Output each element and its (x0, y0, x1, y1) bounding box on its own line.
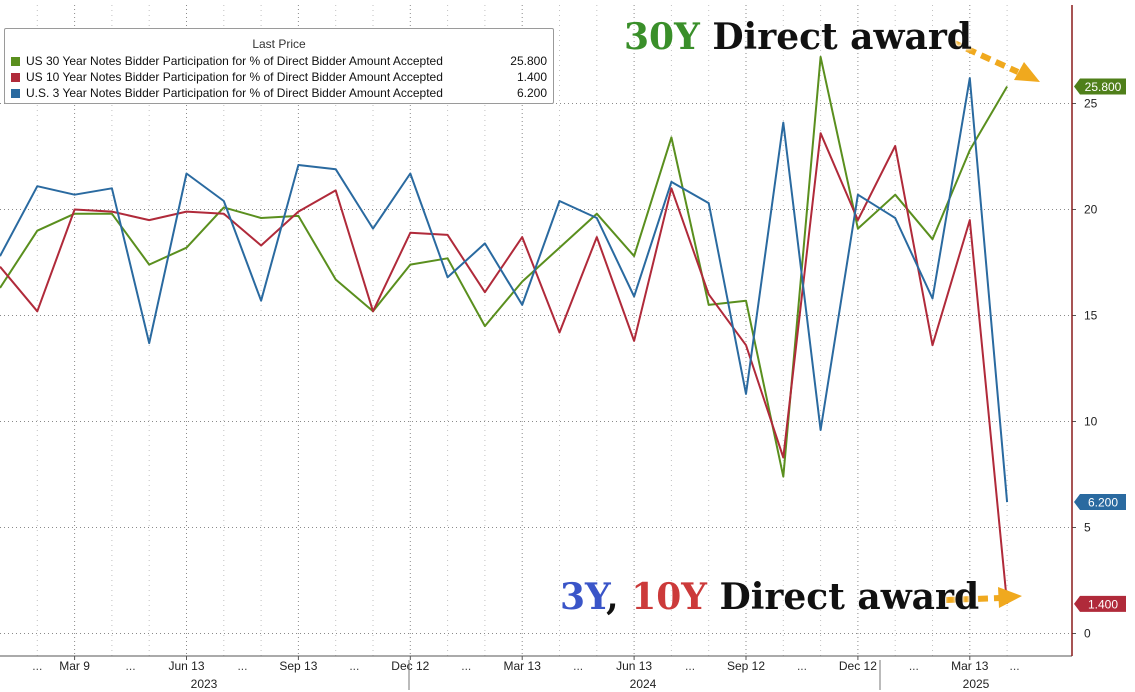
series-line-3y (0, 77, 1009, 503)
series-line-10y (0, 132, 1009, 604)
x-tick-label: Jun 13 (616, 659, 652, 673)
annotation-comma: , (606, 576, 632, 618)
x-tick-ellipsis: ... (349, 659, 359, 673)
y-tick-label: 25 (1084, 97, 1098, 111)
badge-value: 6.200 (1088, 496, 1118, 510)
legend-label-3y: U.S. 3 Year Notes Bidder Participation f… (26, 86, 443, 100)
annotation-3y-10y-direct-award: 3Y, 10Y Direct award (560, 576, 979, 618)
x-tick-label: Sep 12 (727, 659, 765, 673)
annotation-arrows (945, 39, 1040, 608)
badge-shape (1074, 595, 1126, 612)
x-tick-ellipsis: ... (126, 659, 136, 673)
x-tick-ellipsis: ... (573, 659, 583, 673)
badge-shape (1074, 494, 1126, 511)
annotation-10y-label: 10Y (631, 576, 707, 618)
x-tick-label: Sep 13 (279, 659, 317, 673)
gridlines (0, 5, 1072, 656)
x-tick-label: Mar 13 (951, 659, 989, 673)
legend-value-3y: 6.200 (516, 86, 547, 100)
x-tick-ellipsis: ... (797, 659, 807, 673)
x-tick-ellipsis: ... (1010, 659, 1020, 673)
year-label: 2023 (191, 677, 218, 691)
arrow-30y-shaft (950, 39, 1020, 75)
y-tick-label: 0 (1084, 627, 1091, 641)
legend-swatch-10y (11, 72, 20, 82)
annotation-30y-label: 30Y (624, 16, 700, 58)
legend-label-30y: US 30 Year Notes Bidder Participation fo… (26, 54, 443, 68)
y-tick-label: 20 (1084, 203, 1098, 217)
legend-value-30y: 25.800 (510, 54, 547, 68)
x-tick-ellipsis: ... (685, 659, 695, 673)
legend: Last Price US 30 Year Notes Bidder Parti… (4, 28, 554, 104)
legend-item-30y: US 30 Year Notes Bidder Participation fo… (11, 53, 547, 69)
legend-swatch-3y (11, 88, 20, 98)
annotation-bottom-text: Direct award (706, 576, 980, 618)
y-tick-label: 5 (1084, 521, 1091, 535)
legend-item-3y: U.S. 3 Year Notes Bidder Participation f… (11, 85, 547, 101)
arrow-30y-head (1014, 62, 1040, 82)
series-line-30y (0, 55, 1008, 478)
last-value-badge-30y: 25.800 (1074, 78, 1126, 95)
legend-label-10y: US 10 Year Notes Bidder Participation fo… (26, 70, 443, 84)
x-tick-ellipsis: ... (461, 659, 471, 673)
year-label: 2025 (963, 677, 990, 691)
last-value-badge-3y: 6.200 (1074, 494, 1126, 511)
x-tick-ellipsis: ... (237, 659, 247, 673)
x-tick-label: Dec 12 (839, 659, 877, 673)
y-tick-label: 15 (1084, 309, 1098, 323)
y-tick-label: 10 (1084, 415, 1098, 429)
badge-value: 25.800 (1085, 80, 1122, 94)
annotation-30y-direct-award: 30Y Direct award (624, 16, 972, 58)
x-tick-ellipsis: ... (909, 659, 919, 673)
badge-value: 1.400 (1088, 597, 1118, 611)
year-label: 2024 (630, 677, 657, 691)
x-tick-label: Jun 13 (168, 659, 204, 673)
arrow-10y-shaft (945, 595, 1001, 603)
x-tick-label: Mar 9 (59, 659, 90, 673)
x-tick-label: Dec 12 (391, 659, 429, 673)
last-value-badge-10y: 1.400 (1074, 595, 1126, 612)
series-lines (0, 55, 1009, 604)
legend-value-10y: 1.400 (516, 70, 547, 84)
badge-shape (1074, 78, 1126, 95)
annotation-3y-label: 3Y (560, 576, 607, 618)
annotation-30y-text: Direct award (699, 16, 972, 58)
legend-item-10y: US 10 Year Notes Bidder Participation fo… (11, 69, 547, 85)
legend-title: Last Price (252, 37, 306, 51)
legend-swatch-30y (11, 56, 20, 66)
last-value-badges: 25.800 1.400 6.200 (1074, 78, 1126, 612)
arrow-10y-head (998, 587, 1022, 608)
x-tick-label: Mar 13 (504, 659, 542, 673)
x-tick-ellipsis: ... (32, 659, 42, 673)
